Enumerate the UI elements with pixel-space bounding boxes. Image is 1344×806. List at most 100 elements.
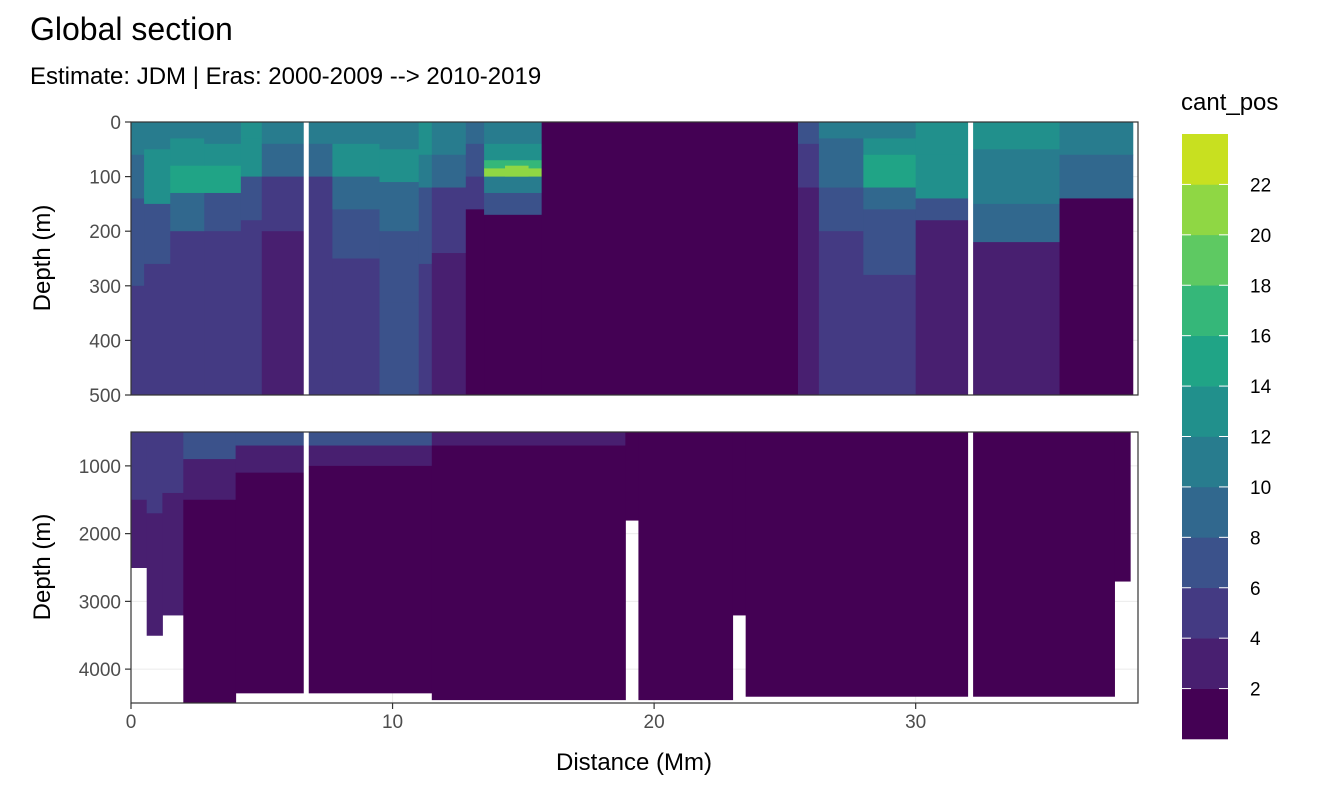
section-cell xyxy=(332,258,380,395)
section-cell xyxy=(183,499,237,703)
section-cell xyxy=(204,165,242,194)
lower-y-ticks: 1000 2000 3000 4000 xyxy=(79,457,131,681)
legend-tick-label: 4 xyxy=(1250,629,1261,650)
legend-swatch xyxy=(1182,386,1228,437)
section-cell xyxy=(204,231,242,395)
legend-tick-label: 22 xyxy=(1250,175,1271,196)
section-cell xyxy=(431,122,467,156)
legend-swatch xyxy=(1182,134,1228,185)
section-cell xyxy=(484,214,543,395)
section-cell xyxy=(863,274,917,395)
y-tick-label: 2000 xyxy=(79,525,121,546)
section-cell xyxy=(131,154,145,199)
section-cell xyxy=(162,432,184,494)
legend-tick-label: 6 xyxy=(1250,579,1261,600)
section-cell xyxy=(431,432,626,447)
section-cell xyxy=(818,231,864,395)
y-tick-label: 300 xyxy=(89,277,121,298)
section-cell xyxy=(431,154,467,189)
section-cell xyxy=(240,138,263,178)
section-cell xyxy=(183,459,237,501)
section-cell xyxy=(170,165,205,194)
section-cell xyxy=(235,472,307,694)
section-cell xyxy=(915,154,972,199)
section-cell xyxy=(970,149,1061,205)
y-axis-label-lower: Depth (m) xyxy=(29,514,56,621)
legend-colorbar xyxy=(1182,134,1228,740)
section-cell xyxy=(418,187,433,265)
section-cell xyxy=(418,154,433,189)
section-cell xyxy=(204,122,242,145)
section-cell xyxy=(818,122,864,139)
legend-swatch xyxy=(1182,638,1228,689)
legend-swatch xyxy=(1182,234,1228,286)
section-cell xyxy=(797,187,820,395)
section-cell xyxy=(170,231,205,395)
section-cell xyxy=(144,149,171,205)
section-cell xyxy=(306,143,333,178)
y-tick-label: 100 xyxy=(89,168,121,189)
upper-panel-border xyxy=(130,121,1139,396)
y-tick-label: 200 xyxy=(89,222,121,243)
section-cell xyxy=(797,122,820,145)
section-cell xyxy=(379,149,420,183)
section-cell xyxy=(465,143,485,178)
section-cell xyxy=(915,122,972,156)
section-cell xyxy=(484,160,543,169)
section-cell xyxy=(465,122,485,145)
y-tick-label: 3000 xyxy=(79,592,121,613)
section-cell xyxy=(970,203,1061,243)
section-cell xyxy=(131,198,145,287)
section-cell xyxy=(332,176,380,210)
section-cell xyxy=(144,203,171,265)
section-cell xyxy=(863,138,917,156)
legend-tick-label: 20 xyxy=(1250,226,1271,247)
x-axis-label: Distance (Mm) xyxy=(556,749,712,776)
section-cell xyxy=(431,187,467,254)
section-cell xyxy=(240,220,263,395)
legend-swatch xyxy=(1182,486,1228,538)
section-cell xyxy=(541,122,799,395)
chart-subtitle: Estimate: JDM | Eras: 2000-2009 --> 2010… xyxy=(30,63,541,90)
y-tick-label: 1000 xyxy=(79,457,121,478)
section-cell xyxy=(465,209,485,395)
section-cell xyxy=(915,220,972,395)
section-cell xyxy=(144,263,171,395)
legend-title: cant_pos xyxy=(1181,89,1278,116)
section-cell xyxy=(1059,122,1134,156)
legend-swatch xyxy=(1182,335,1228,387)
section-cell xyxy=(863,187,917,210)
section-cell xyxy=(170,192,205,232)
section-cell xyxy=(306,445,433,467)
x-tick-label: 30 xyxy=(905,712,926,733)
x-tick-label: 20 xyxy=(644,712,665,733)
section-cell xyxy=(970,122,1061,150)
section-cell xyxy=(131,122,145,156)
section-cell xyxy=(818,187,864,232)
section-cell xyxy=(379,302,420,395)
section-cell xyxy=(431,445,626,701)
upper-y-ticks: 0 100 200 300 400 500 xyxy=(89,113,131,407)
x-tick-label: 10 xyxy=(382,712,403,733)
section-cell xyxy=(332,143,380,178)
y-tick-label: 500 xyxy=(89,386,121,407)
legend-swatch xyxy=(1182,688,1228,740)
legend-swatch xyxy=(1182,587,1228,639)
y-tick-label: 0 xyxy=(110,113,121,134)
section-cell xyxy=(484,176,543,194)
section-cell xyxy=(863,154,917,189)
section-cell xyxy=(131,499,148,568)
section-cell xyxy=(431,253,467,395)
legend-tick-label: 16 xyxy=(1250,327,1271,348)
legend-swatch xyxy=(1182,184,1228,236)
section-cell xyxy=(625,432,639,521)
lower-cells xyxy=(131,432,1131,703)
section-cell xyxy=(261,122,307,145)
section-cell xyxy=(261,231,307,395)
section-cell xyxy=(306,176,333,210)
section-cell xyxy=(162,492,184,616)
section-cell xyxy=(235,432,307,447)
y-tick-label: 4000 xyxy=(79,660,121,681)
section-cell xyxy=(131,285,145,395)
